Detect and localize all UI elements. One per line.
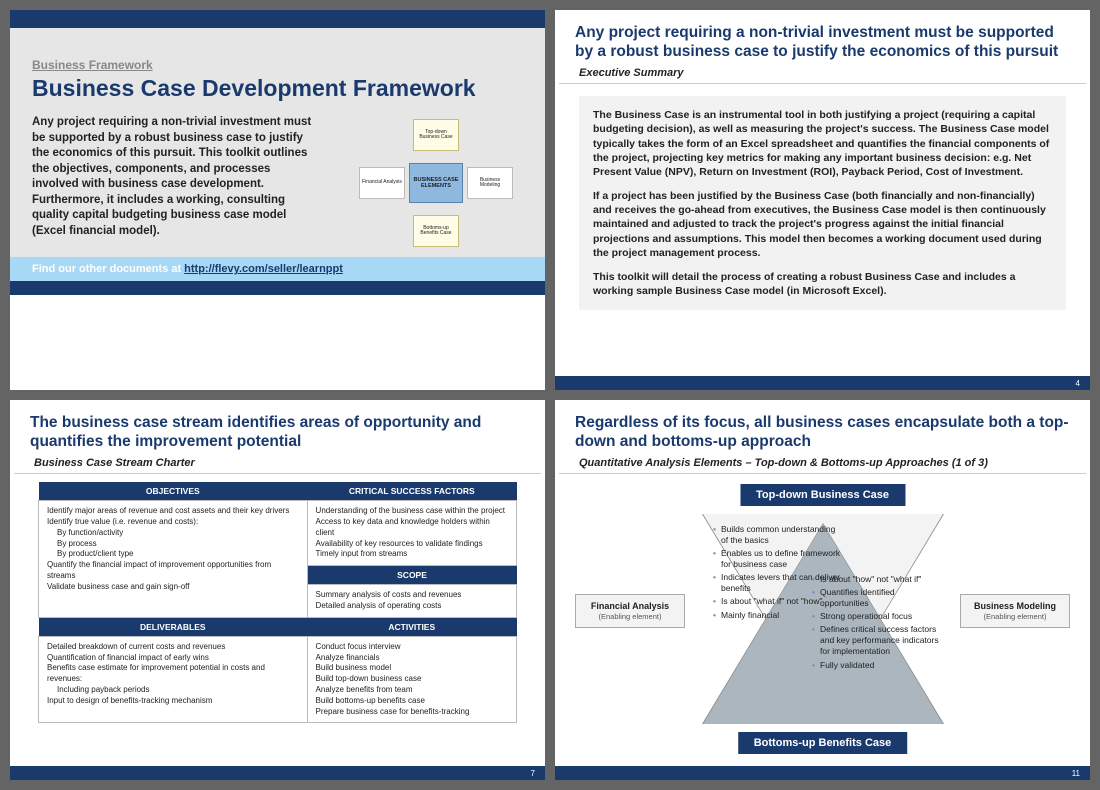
slide4-subhead: Quantitative Analysis Elements – Top-dow… [559,457,1086,474]
page-number: 11 [1072,769,1080,778]
find-prefix: Find our other documents at [32,263,184,275]
th-objectives: OBJECTIVES [39,482,308,501]
charter-table-wrap: OBJECTIVES CRITICAL SUCCESS FACTORS Iden… [10,474,545,731]
th-activities: ACTIVITIES [307,617,516,636]
bottoms-up-banner: Bottoms-up Benefits Case [738,732,908,754]
bottoms-up-bullets: Is about "how" not "what if" Quantifies … [812,574,940,672]
slide-3-charter: The business case stream identifies area… [10,400,545,780]
th-csf: CRITICAL SUCCESS FACTORS [307,482,516,501]
diagram-right-box: Business Modeling [467,167,513,199]
para-1: The Business Case is an instrumental too… [593,108,1052,179]
diagram-left-box: Financial Analysis [359,167,405,199]
bm-sub: (Enabling element) [984,612,1047,621]
cell-deliverables: Detailed breakdown of current costs and … [39,636,308,723]
charter-table: OBJECTIVES CRITICAL SUCCESS FACTORS Iden… [38,482,517,723]
slide4-footer: 11 [555,766,1090,780]
slide4-headline: Regardless of its focus, all business ca… [555,400,1090,457]
page-number: 7 [531,769,535,778]
th-scope: SCOPE [307,566,516,585]
bm-title: Business Modeling [969,601,1061,611]
page-title: Business Case Development Framework [32,76,523,101]
slide-4-approaches: Regardless of its focus, all business ca… [555,400,1090,780]
para-3: This toolkit will detail the process of … [593,270,1052,298]
th-deliverables: DELIVERABLES [39,617,308,636]
cell-objectives: Identify major areas of revenue and cost… [39,501,308,618]
find-documents-bar: Find our other documents at http://flevy… [10,257,545,281]
top-down-banner: Top-down Business Case [740,484,905,506]
fa-sub: (Enabling element) [599,612,662,621]
exec-summary-box: The Business Case is an instrumental too… [579,96,1066,310]
diagram-top-box: Top-down Business Case [413,119,459,151]
bottom-accent-bar [10,281,545,295]
cell-scope: Summary analysis of costs and revenuesDe… [307,585,516,618]
bu-b2: Quantifies identified opportunities [812,587,940,609]
approaches-diagram: Top-down Business Case Bottoms-up Benefi… [575,484,1070,754]
top-accent-bar [10,10,545,28]
slide2-footer: 4 [555,376,1090,390]
financial-analysis-box: Financial Analysis (Enabling element) [575,594,685,628]
slide3-headline: The business case stream identifies area… [10,400,545,457]
td-b2: Enables us to define framework for busin… [713,548,841,570]
cell-activities: Conduct focus interviewAnalyze financial… [307,636,516,723]
eyebrow: Business Framework [32,58,523,72]
bu-b1: Is about "how" not "what if" [812,574,940,585]
slide3-subhead: Business Case Stream Charter [14,457,541,474]
slide2-headline: Any project requiring a non-trivial inve… [555,10,1090,67]
slide1-body: Business Framework Business Case Develop… [10,28,545,257]
elements-diagram: Top-down Business Case Bottoms-up Benefi… [351,113,521,253]
page-number: 4 [1076,379,1080,388]
td-b1: Builds common understanding of the basic… [713,524,841,546]
bu-b3: Strong operational focus [812,611,940,622]
slide2-subhead: Executive Summary [559,67,1086,84]
business-modeling-box: Business Modeling (Enabling element) [960,594,1070,628]
diagram-center-box: BUSINESS CASE ELEMENTS [409,163,463,203]
cell-csf: Understanding of the business case withi… [307,501,516,566]
slide-2-exec-summary: Any project requiring a non-trivial inve… [555,10,1090,390]
bu-b4: Defines critical success factors and key… [812,624,940,657]
slide-1-title: Business Framework Business Case Develop… [10,10,545,390]
diagram-bottom-box: Bottoms-up Benefits Case [413,215,459,247]
flevy-link[interactable]: http://flevy.com/seller/learnppt [184,263,343,275]
bu-b5: Fully validated [812,660,940,671]
slide1-description: Any project requiring a non-trivial inve… [32,115,317,239]
slide2-content: The Business Case is an instrumental too… [555,84,1090,332]
slide3-footer: 7 [10,766,545,780]
para-2: If a project has been justified by the B… [593,189,1052,260]
fa-title: Financial Analysis [584,601,676,611]
